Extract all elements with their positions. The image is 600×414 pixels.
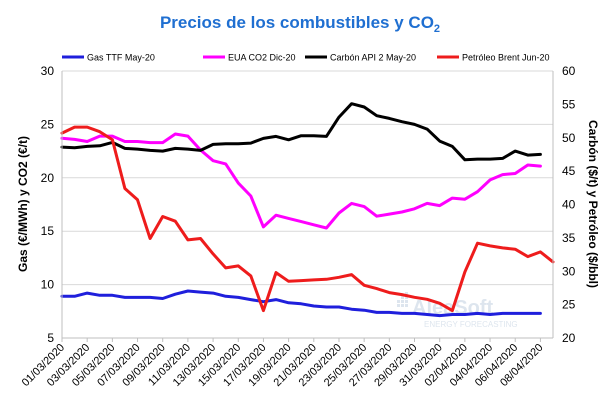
legend-label: Carbón API 2 May-20 [330, 53, 416, 63]
watermark-tagline: ENERGY FORECASTING [424, 320, 518, 329]
y-left-tick-label: 25 [41, 117, 55, 131]
y-right-tick-label: 30 [562, 264, 576, 278]
y-right-tick-label: 45 [562, 164, 576, 178]
series-line-petr-leo-brent-jun-20 [60, 125, 555, 313]
y-left-tick-label: 5 [47, 331, 54, 345]
y-right-tick-label: 35 [562, 231, 576, 245]
legend-label: Petróleo Brent Jun-20 [462, 53, 550, 63]
y-axis-right-label: Carbón ($/t) y Petróleo ($/bbl) [586, 120, 600, 288]
chart-title-main: Precios de los combustibles y CO [160, 13, 434, 32]
legend: Gas TTF May-20 EUA CO2 Dic-20 Carbón API 2… [62, 53, 550, 63]
y-right-tick-label: 55 [562, 97, 576, 111]
y-right-tick-label: 25 [562, 298, 576, 312]
legend-label: Gas TTF May-20 [87, 53, 155, 63]
y-axis-left-label: Gas (€/MWh) y CO2 (€/t) [16, 136, 30, 272]
y-left-tick-label: 20 [41, 171, 55, 185]
series-line-gas-ttf-may-20 [60, 289, 542, 318]
y-left-tick-label: 15 [41, 224, 55, 238]
legend-label: EUA CO2 Dic-20 [228, 53, 296, 63]
y-right-tick-label: 50 [562, 131, 576, 145]
series-line-carb-n-api-2-may-20 [60, 102, 542, 162]
chart-title-subscript: 2 [434, 23, 440, 35]
y-left-tick-label: 10 [41, 278, 55, 292]
chart-title: Precios de los combustibles y CO2 [160, 13, 440, 35]
y-left-tick-label: 30 [41, 64, 55, 78]
y-right-tick-label: 40 [562, 198, 576, 212]
y-right-tick-label: 20 [562, 331, 576, 345]
y-right-tick-label: 60 [562, 64, 576, 78]
series-line-eua-co2-dic-20 [60, 132, 542, 230]
series-lines [60, 102, 555, 318]
aleasoft-logo-icon [397, 292, 408, 307]
